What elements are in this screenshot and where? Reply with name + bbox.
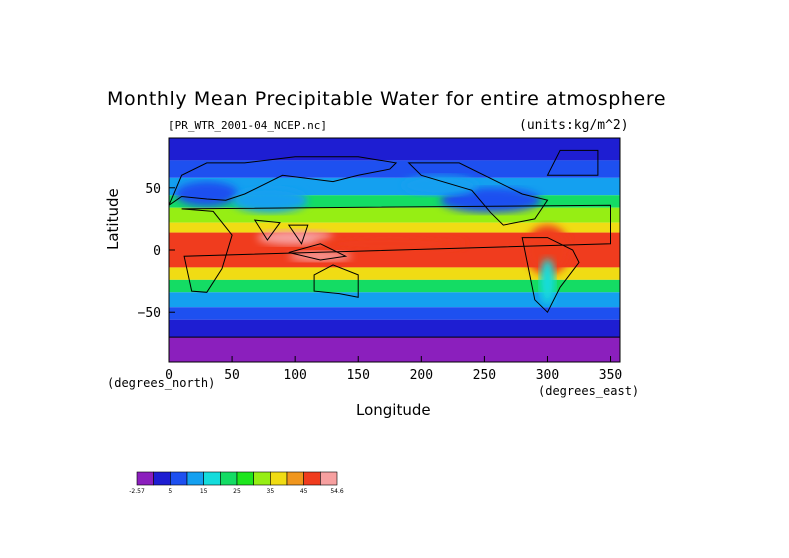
heatmap-field [169,138,620,362]
colorbar: -2.57 5 15 25 35 45 54.6 [129,471,344,495]
field-blob [288,251,352,262]
coastline-outline [169,149,620,362]
colorbar-swatch [236,471,254,486]
x-axis-label: Longitude [356,401,431,419]
colorbar-label: 5 [168,488,172,495]
x-unit-label: (degrees_east) [538,384,640,398]
units-label: (units:kg/m^2) [519,118,629,133]
coastline [521,237,580,314]
field-blob [175,181,239,207]
colorbar-label: 25 [233,488,241,495]
coastline [407,162,549,226]
x-tick-label: 50 [224,368,240,383]
field-blob [257,230,333,246]
lat-band [169,207,620,223]
colorbar-label: 45 [300,488,308,495]
lat-band [169,319,620,338]
coastline [169,336,620,362]
y-axis: −50 0 50 [138,182,175,321]
x-tick-label: 300 [536,368,559,383]
lat-band [169,307,620,320]
lat-band [169,337,620,362]
colorbar-label: 54.6 [330,488,344,495]
y-tick-label: 50 [145,182,161,197]
colorbar-label: -2.57 [129,488,145,495]
lat-band [169,138,620,161]
field-blob [539,258,556,304]
lat-band [169,279,620,293]
y-unit-label: (degrees_north) [107,376,216,390]
x-axis: 0 50 100 150 200 250 300 350 [165,356,622,383]
colorbar-swatch [320,471,338,486]
x-tick-label: 150 [346,368,369,383]
dataset-filename: [PR_WTR_2001-04_NCEP.nc] [168,119,327,132]
coastline [287,224,309,245]
colorbar-swatch [153,471,171,486]
y-tick-label: 0 [153,244,161,259]
lat-band [169,267,620,280]
field-blob [402,175,479,196]
colorbar-swatch [270,471,288,486]
lat-band [169,292,620,308]
field-blob [314,236,466,252]
colorbar-swatch [136,471,154,486]
coastline [253,219,281,241]
colorbar-swatch [186,471,204,486]
coastline [169,156,398,206]
x-tick-label: 200 [410,368,433,383]
x-tick-label: 250 [473,368,496,383]
colorbar-swatch [303,471,321,486]
colorbar-label: 15 [200,488,208,495]
colorbar-swatch [170,471,188,486]
coastline [288,243,348,261]
colorbar-label: 35 [267,488,275,495]
field-blob [232,187,308,213]
lat-band [169,222,620,233]
y-tick-label: −50 [138,306,161,321]
colorbar-swatch [253,471,271,486]
coastline [313,264,359,298]
coastline [181,204,611,293]
x-tick-label: 100 [283,368,306,383]
lat-band [169,160,620,178]
chart-title: Monthly Mean Precipitable Water for enti… [107,88,667,110]
x-tick-label: 0 [165,368,173,383]
coastline [546,149,599,176]
colorbar-swatch [286,471,304,486]
colorbar-swatch [203,471,221,486]
colorbar-swatch [220,471,238,486]
x-tick-label: 350 [599,368,622,383]
